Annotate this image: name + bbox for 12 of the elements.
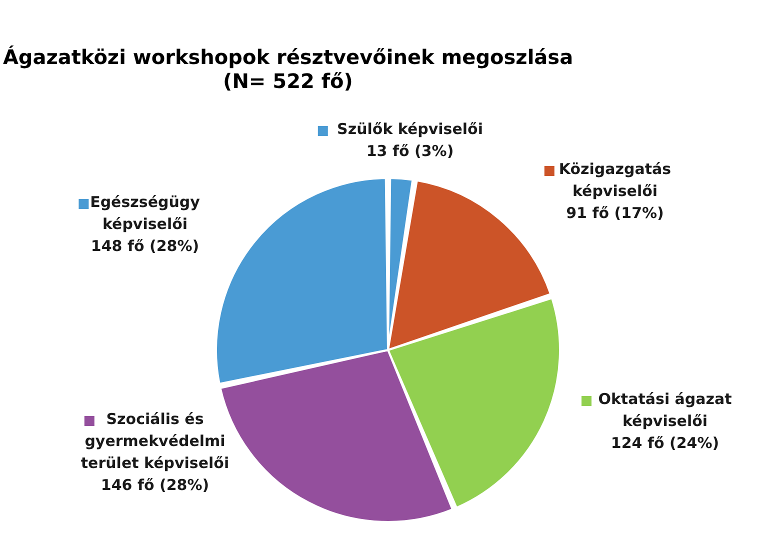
data-label: 146 fő (28%) — [100, 476, 210, 494]
chart-subtitle: (N= 522 fő) — [223, 69, 353, 93]
data-label: 124 fő (24%) — [610, 434, 720, 452]
legend-label: Szülők képviselői — [337, 120, 483, 138]
data-label: 13 fő (3%) — [366, 142, 454, 160]
legend-label: Közigazgatás képviselői — [558, 160, 672, 200]
data-label: 91 fő (17%) — [566, 204, 664, 222]
legend-label: Egészségügy képviselői — [90, 193, 200, 233]
data-label: 148 fő (28%) — [90, 237, 200, 255]
legend-label: Oktatási ágazat képviselői — [598, 390, 732, 430]
legend-label: Szociális és gyermekvédelmi terület képviselői — [80, 410, 230, 472]
chart-title: Ágazatközi workshopok résztvevőinek megoszlása — [2, 45, 574, 69]
